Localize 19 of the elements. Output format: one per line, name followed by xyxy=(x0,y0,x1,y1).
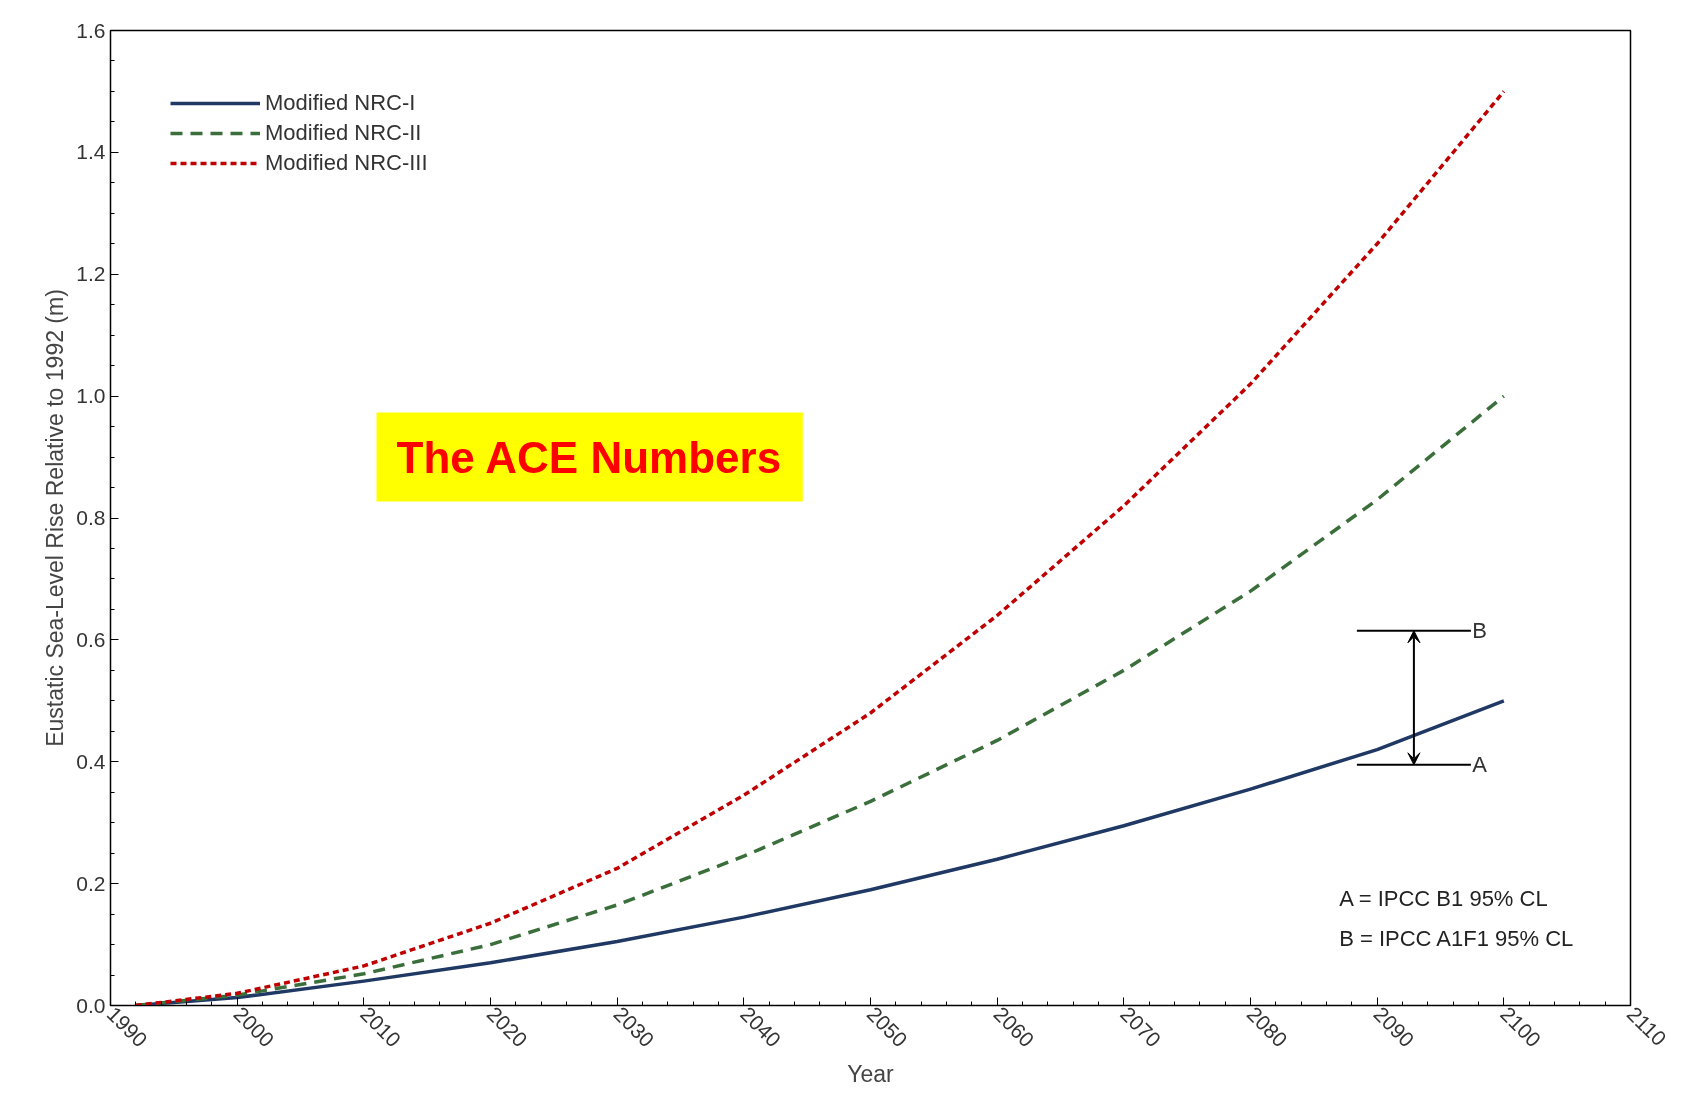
y-tick-label: 0.8 xyxy=(76,506,106,529)
annotation: B = IPCC A1F1 95% CL xyxy=(1339,925,1574,951)
y-tick-label: 1.0 xyxy=(76,384,106,408)
annotation: A = IPCC B1 95% CL xyxy=(1339,886,1548,912)
legend-label: Modified NRC-II xyxy=(265,120,422,146)
y-tick-label: 0.6 xyxy=(76,627,106,651)
y-tick-label: 1.6 xyxy=(76,18,106,42)
y-tick-label: 0.2 xyxy=(76,871,106,895)
y-axis-title: Eustatic Sea-Level Rise Relative to 1992 (m) xyxy=(42,289,69,747)
y-tick-label: 1.4 xyxy=(76,140,106,164)
legend-label: Modified NRC-III xyxy=(265,150,428,176)
x-axis-title: Year xyxy=(847,1061,895,1088)
y-tick-label: 0.4 xyxy=(76,749,106,773)
ref-line-label: B xyxy=(1472,618,1487,644)
annotation: The ACE Numbers xyxy=(396,432,782,482)
y-tick-label: 0.0 xyxy=(76,993,106,1017)
ref-line-label: A xyxy=(1472,752,1488,778)
y-tick-label: 1.2 xyxy=(76,262,106,286)
legend-label: Modified NRC-I xyxy=(265,90,416,116)
